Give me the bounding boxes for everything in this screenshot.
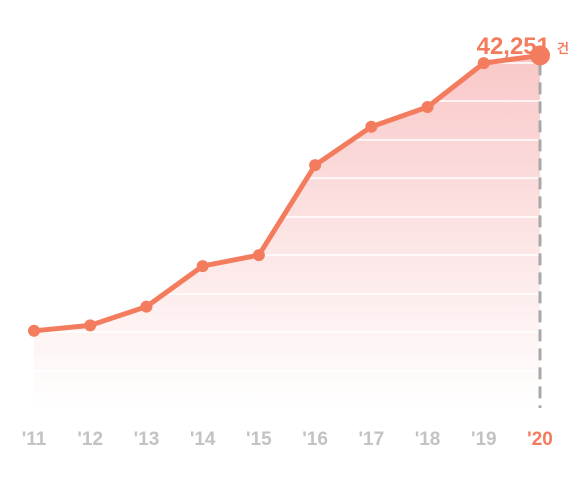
line-layer (31, 52, 543, 334)
grid-layer (34, 62, 542, 408)
data-point (309, 159, 322, 172)
area-layer (34, 55, 540, 409)
x-tick-label: '11 (22, 429, 47, 450)
area-fill (34, 55, 540, 409)
x-axis-ticks: '11 '12 '13 '14 '15 '16 '17 '18 '19 '20 (22, 429, 553, 450)
data-point (477, 57, 490, 70)
x-tick-label: '15 (246, 429, 272, 450)
data-point (140, 300, 153, 313)
highlight-unit: 건 (557, 41, 569, 57)
x-tick-label: '17 (359, 429, 385, 450)
data-point (252, 249, 265, 262)
data-point (365, 120, 378, 133)
data-point (421, 100, 434, 113)
highlight-value: 42,251 (477, 33, 550, 60)
x-tick-label: '19 (471, 429, 497, 450)
data-point (196, 260, 209, 273)
x-tick-label: '13 (134, 429, 160, 450)
x-tick-label: '14 (190, 429, 216, 450)
highlight-label: 42,251 건 (477, 33, 569, 60)
series-line (31, 52, 543, 334)
x-tick-label: '18 (415, 429, 441, 450)
x-tick-label: '16 (302, 429, 328, 450)
data-point (84, 319, 97, 332)
x-tick-label: '20 (527, 429, 553, 450)
point-layer (28, 45, 550, 337)
x-tick-label: '12 (77, 429, 103, 450)
data-point (28, 324, 40, 337)
highlight-point (530, 45, 550, 66)
